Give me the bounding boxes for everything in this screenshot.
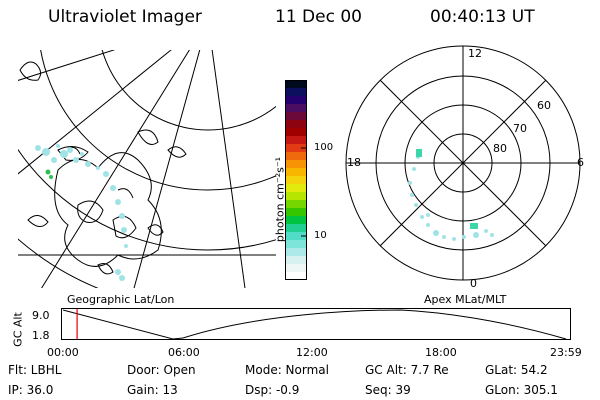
polar-plot xyxy=(345,45,581,281)
colorbar-band xyxy=(285,88,307,97)
timeline-xtick-0600: 06:00 xyxy=(168,346,200,359)
colorbar-tick-100: 100 xyxy=(314,142,334,153)
polar-lat-80: 80 xyxy=(493,142,507,155)
polar-hour-12: 12 xyxy=(468,47,482,60)
colorbar-band xyxy=(285,80,307,89)
colorbar-band xyxy=(285,192,307,201)
colorbar-band xyxy=(285,240,307,249)
colorbar-band xyxy=(285,160,307,169)
info-glat: GLat: 54.2 xyxy=(485,363,548,377)
info-mode: Mode: Normal xyxy=(245,363,329,377)
polar-hour-6: 6 xyxy=(577,156,584,169)
timeline-xtick-1800: 18:00 xyxy=(425,346,457,359)
colorbar-band xyxy=(285,168,307,177)
colorbar-band xyxy=(285,232,307,241)
colorbar-band xyxy=(285,152,307,161)
colorbar-band xyxy=(285,112,307,121)
colorbar-band xyxy=(285,120,307,129)
colorbar-band xyxy=(285,104,307,113)
colorbar-band xyxy=(285,272,307,280)
colorbar-band xyxy=(285,208,307,217)
geographic-map xyxy=(18,50,276,288)
timeline-ytick-bottom: 1.8 xyxy=(32,329,50,342)
colorbar-band xyxy=(285,248,307,257)
timeline-xtick-1200: 12:00 xyxy=(296,346,328,359)
info-gain: Gain: 13 xyxy=(127,383,178,397)
colorbar-band xyxy=(285,224,307,233)
colorbar-band xyxy=(285,256,307,265)
colorbar-border xyxy=(285,80,307,280)
timeline-xtick-0000: 00:00 xyxy=(47,346,79,359)
app-title: Ultraviolet Imager xyxy=(48,7,202,27)
date-label: 11 Dec 00 xyxy=(275,7,362,27)
info-gc-alt: GC Alt: 7.7 Re xyxy=(365,363,449,377)
info-seq: Seq: 39 xyxy=(365,383,411,397)
polar-lat-60: 60 xyxy=(537,99,551,112)
info-door: Door: Open xyxy=(127,363,196,377)
timeline-ytick-top: 9.0 xyxy=(32,309,50,322)
colorbar-band xyxy=(285,184,307,193)
colorbar-tick-10: 10 xyxy=(314,230,327,241)
info-filter: Flt: LBHL xyxy=(8,363,62,377)
aurora-emission xyxy=(35,144,128,281)
colorbar-label: photon cm⁻²s⁻¹ xyxy=(273,156,287,243)
colorbar-band xyxy=(285,128,307,137)
colorbar-band xyxy=(285,136,307,145)
colorbar xyxy=(285,80,307,280)
timeline-plot xyxy=(61,308,571,340)
timeline-xtick-2359: 23:59 xyxy=(550,346,582,359)
colorbar-band xyxy=(285,264,307,273)
colorbar-band xyxy=(285,96,307,105)
polar-hour-0: 0 xyxy=(470,277,477,290)
colorbar-band xyxy=(285,144,307,153)
time-label: 00:40:13 UT xyxy=(430,7,535,27)
colorbar-band xyxy=(285,216,307,225)
polar-hour-18: 18 xyxy=(347,156,361,169)
colorbar-band xyxy=(285,200,307,209)
colorbar-band xyxy=(285,176,307,185)
left-panel-caption: Geographic Lat/Lon xyxy=(67,293,175,306)
timeline-ylabel: GC Alt xyxy=(11,312,25,347)
info-ip: IP: 36.0 xyxy=(8,383,54,397)
altitude-curve xyxy=(62,309,567,340)
right-panel-caption: Apex MLat/MLT xyxy=(424,293,507,306)
info-dsp: Dsp: -0.9 xyxy=(245,383,300,397)
polar-aurora xyxy=(408,155,494,241)
info-glon: GLon: 305.1 xyxy=(485,383,558,397)
polar-lat-70: 70 xyxy=(513,122,527,135)
